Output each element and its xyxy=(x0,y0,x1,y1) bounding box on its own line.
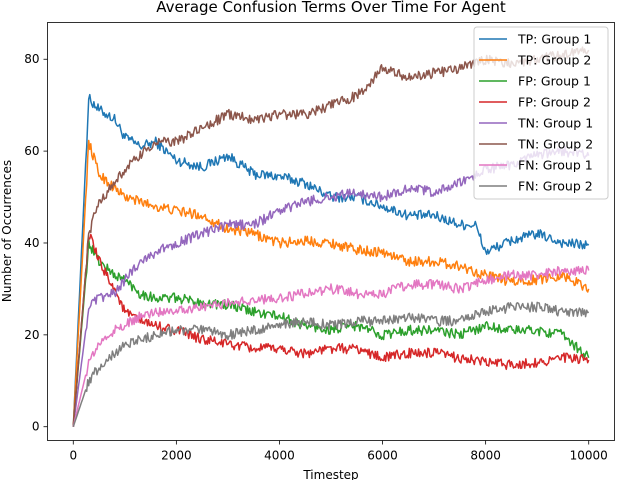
legend-label: FP: Group 2 xyxy=(518,95,591,110)
x-axis-ticks: 0 2000 4000 6000 8000 10000 xyxy=(69,440,608,463)
legend-label: TP: Group 1 xyxy=(517,32,591,47)
legend-box xyxy=(473,26,609,200)
legend-label: TN: Group 2 xyxy=(517,137,593,152)
series-line xyxy=(72,301,590,427)
x-tick-label: 2000 xyxy=(161,449,192,463)
legend-label: FP: Group 1 xyxy=(518,74,591,89)
legend-label: FN: Group 2 xyxy=(518,179,593,194)
x-tick-label: 4000 xyxy=(264,449,295,463)
y-tick-label: 40 xyxy=(24,236,39,250)
plot-frame xyxy=(47,22,615,441)
y-tick-label: 0 xyxy=(32,420,40,434)
x-tick-label: 10000 xyxy=(570,449,608,463)
y-axis-label: Number of Occurrences xyxy=(0,160,14,302)
legend-label: FN: Group 1 xyxy=(518,158,593,173)
series-line xyxy=(72,233,590,427)
legend-label: TN: Group 1 xyxy=(517,116,593,131)
legend: TP: Group 1 TP: Group 2 FP: Group 1 FP: Gro… xyxy=(473,26,609,200)
y-axis-ticks: 0 20 40 60 80 xyxy=(24,52,48,434)
x-axis-label: Timestep xyxy=(302,468,358,480)
x-tick-label: 6000 xyxy=(367,449,398,463)
y-tick-label: 80 xyxy=(24,52,39,66)
y-tick-label: 60 xyxy=(24,144,39,158)
x-tick-label: 0 xyxy=(69,449,77,463)
chart-title: Average Confusion Terms Over Time For Ag… xyxy=(156,0,506,16)
x-tick-label: 8000 xyxy=(470,449,501,463)
legend-label: TP: Group 2 xyxy=(517,53,591,68)
series-line xyxy=(72,265,590,427)
y-tick-label: 20 xyxy=(24,328,39,342)
series-line xyxy=(72,238,590,427)
